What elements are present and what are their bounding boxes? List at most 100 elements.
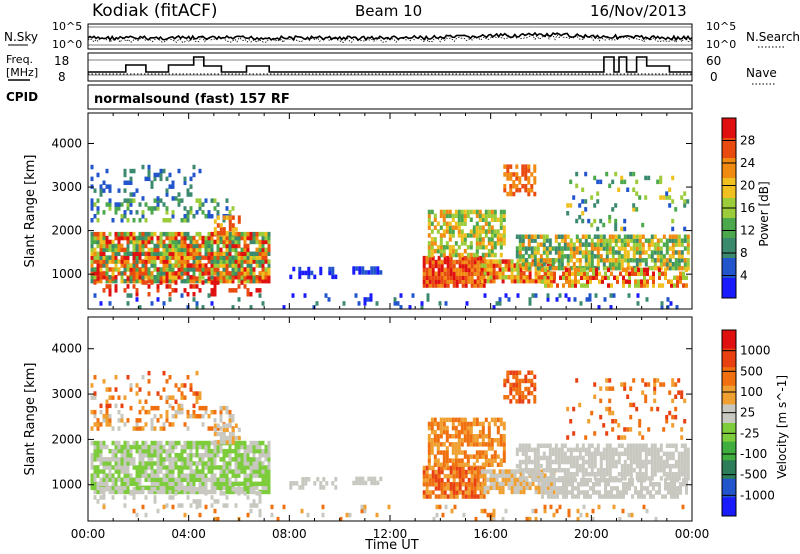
heatmap-cell bbox=[533, 258, 537, 263]
heatmap-cell bbox=[204, 485, 208, 491]
heatmap-cell bbox=[165, 275, 169, 280]
heatmap-cell bbox=[683, 199, 687, 204]
heatmap-cell bbox=[96, 473, 100, 478]
heatmap-cell bbox=[602, 222, 606, 228]
heatmap-cell bbox=[267, 457, 271, 462]
heatmap-cell bbox=[219, 465, 223, 470]
heatmap-cell bbox=[165, 418, 169, 423]
heatmap-cell bbox=[585, 297, 589, 302]
heatmap-cell bbox=[665, 258, 669, 263]
heatmap-cell bbox=[587, 447, 591, 453]
heatmap-cell bbox=[204, 444, 208, 450]
heatmap-cell bbox=[455, 275, 459, 280]
heatmap-cell bbox=[126, 461, 130, 466]
heatmap-cell bbox=[210, 409, 214, 415]
heatmap-cell bbox=[153, 473, 157, 478]
heatmap-cell bbox=[478, 421, 482, 427]
heatmap-cell bbox=[658, 482, 661, 487]
heatmap-cell bbox=[638, 468, 642, 473]
heatmap-cell bbox=[422, 482, 426, 487]
heatmap-cell bbox=[553, 482, 556, 487]
heatmap-cell bbox=[440, 259, 444, 265]
heatmap-cell bbox=[473, 482, 477, 487]
heatmap-cell bbox=[436, 434, 440, 439]
heatmap-cell bbox=[642, 504, 646, 510]
heatmap-cell bbox=[267, 259, 271, 264]
heatmap-cell bbox=[631, 267, 634, 273]
heatmap-cell bbox=[490, 229, 494, 234]
heatmap-cell bbox=[608, 410, 612, 416]
heatmap-cell bbox=[656, 455, 660, 461]
heatmap-cell bbox=[457, 438, 461, 443]
heatmap-cell bbox=[322, 485, 326, 490]
heatmap-cell bbox=[644, 476, 648, 481]
heatmap-cell bbox=[189, 481, 193, 487]
heatmap-cell bbox=[246, 243, 250, 249]
heatmap-cell bbox=[476, 279, 480, 284]
heatmap-cell bbox=[195, 305, 199, 310]
heatmap-cell bbox=[609, 293, 613, 298]
heatmap-cell bbox=[487, 252, 491, 258]
heatmap-cell bbox=[577, 267, 580, 273]
colorbar-tick-label: 25 bbox=[740, 406, 755, 420]
heatmap-cell bbox=[186, 481, 190, 487]
heatmap-cell bbox=[446, 255, 450, 261]
heatmap-cell bbox=[584, 262, 588, 267]
heatmap-cell bbox=[435, 512, 439, 518]
heatmap-cell bbox=[445, 221, 449, 226]
heatmap-cell bbox=[446, 267, 450, 273]
heatmap-cell bbox=[608, 468, 612, 473]
heatmap-cell bbox=[201, 414, 205, 419]
heatmap-cell bbox=[434, 486, 438, 491]
heatmap-cell bbox=[454, 454, 458, 459]
heatmap-cell bbox=[165, 188, 169, 193]
heatmap-cell bbox=[234, 503, 238, 508]
heatmap-cell bbox=[445, 229, 449, 234]
heatmap-cell bbox=[581, 254, 585, 259]
heatmap-cell bbox=[189, 440, 193, 446]
heatmap-cell bbox=[647, 459, 651, 465]
heatmap-cell bbox=[673, 283, 676, 288]
heatmap-cell bbox=[144, 453, 148, 458]
heatmap-cell bbox=[105, 263, 109, 268]
heatmap-cell bbox=[138, 251, 142, 256]
heatmap-cell bbox=[120, 235, 124, 241]
heatmap-cell bbox=[225, 278, 229, 284]
heatmap-cell bbox=[563, 443, 567, 448]
heatmap-cell bbox=[502, 217, 506, 222]
heatmap-cell bbox=[228, 275, 232, 280]
heatmap-cell bbox=[93, 489, 97, 495]
heatmap-cell bbox=[99, 192, 103, 197]
heatmap-cell bbox=[90, 485, 94, 491]
heatmap-cell bbox=[210, 469, 214, 474]
heatmap-cell bbox=[557, 254, 561, 259]
heatmap-cell bbox=[475, 209, 479, 215]
heatmap-cell bbox=[267, 444, 271, 450]
heatmap-cell bbox=[123, 288, 127, 293]
heatmap-cell bbox=[99, 188, 103, 193]
heatmap-cell bbox=[572, 254, 576, 259]
heatmap-cell bbox=[334, 274, 338, 280]
heatmap-cell bbox=[99, 231, 103, 237]
heatmap-cell bbox=[114, 288, 118, 293]
heatmap-cell bbox=[443, 490, 447, 495]
heatmap-cell bbox=[255, 231, 259, 237]
heatmap-cell bbox=[498, 263, 502, 268]
heatmap-cell bbox=[195, 473, 199, 478]
heatmap-cell bbox=[216, 453, 220, 458]
heatmap-cell bbox=[569, 459, 573, 465]
heatmap-cell bbox=[530, 234, 534, 239]
heatmap-cell bbox=[428, 482, 432, 487]
heatmap-cell bbox=[201, 469, 205, 474]
heatmap-cell bbox=[635, 447, 639, 453]
heatmap-cell bbox=[502, 229, 506, 234]
heatmap-cell bbox=[105, 399, 109, 404]
heatmap-cell bbox=[204, 267, 208, 272]
heatmap-cell bbox=[168, 440, 172, 446]
heatmap-cell bbox=[460, 252, 464, 258]
heatmap-cell bbox=[108, 284, 112, 289]
heatmap-cell bbox=[156, 477, 160, 482]
heatmap-cell bbox=[174, 383, 178, 388]
heatmap-cell bbox=[120, 457, 124, 462]
heatmap-cell bbox=[640, 494, 643, 499]
